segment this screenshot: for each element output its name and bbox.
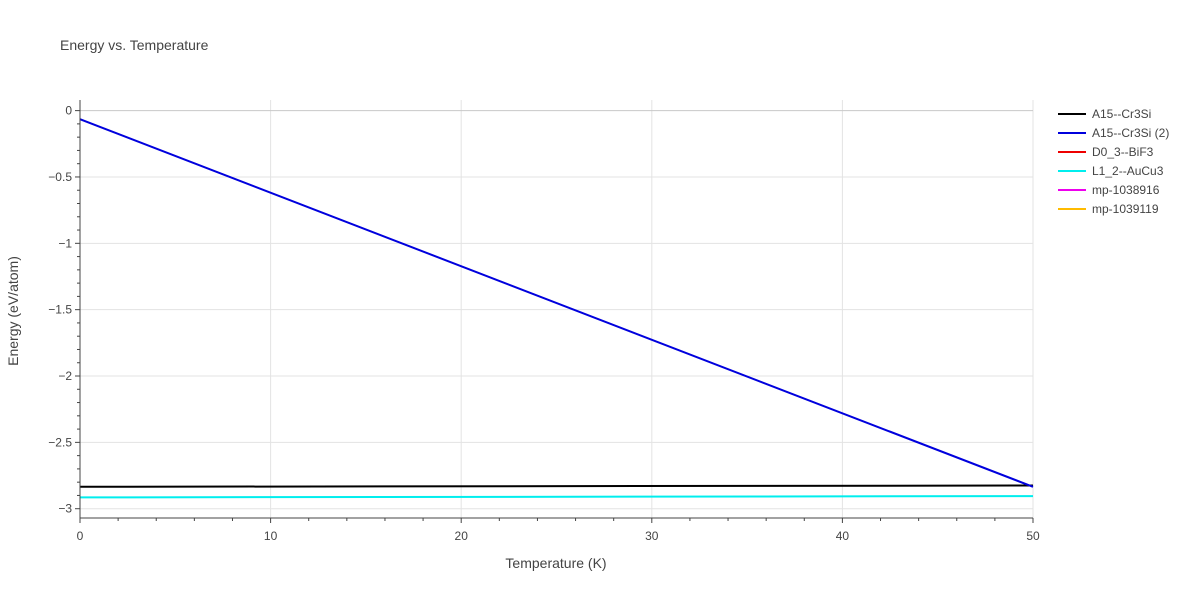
plot-area	[79, 118, 1034, 499]
y-tick-label: −1	[58, 236, 72, 250]
chart-title: Energy vs. Temperature	[60, 37, 209, 53]
legend-label: A15--Cr3Si	[1092, 107, 1151, 121]
y-axis-title: Energy (eV/atom)	[5, 256, 21, 366]
series-line	[79, 495, 1034, 499]
legend-label: D0_3--BiF3	[1092, 145, 1154, 159]
y-tick-label: 0	[65, 104, 72, 118]
x-tick-label: 0	[77, 529, 84, 543]
series-line	[79, 118, 1034, 488]
legend-label: mp-1038916	[1092, 183, 1160, 197]
x-tick-label: 40	[836, 529, 850, 543]
legend-label: A15--Cr3Si (2)	[1092, 126, 1169, 140]
x-tick-label: 50	[1026, 529, 1040, 543]
series-line	[79, 484, 1034, 488]
y-tick-label: −3	[58, 502, 72, 516]
legend: A15--Cr3Si A15--Cr3Si (2) D0_3--BiF3 L1_2--…	[1058, 107, 1169, 216]
y-tick-label: −1.5	[48, 303, 72, 317]
x-tick-label: 30	[645, 529, 659, 543]
grid	[80, 100, 1034, 518]
y-tick-label: −2.5	[48, 435, 72, 449]
legend-label: mp-1039119	[1092, 202, 1159, 216]
x-axis-title: Temperature (K)	[505, 555, 606, 571]
y-tick-label: −0.5	[48, 170, 72, 184]
y-tick-label: −2	[58, 369, 72, 383]
axes: 0 10 20 30 40 50 0 −0.5 −1 −1.5 −2 −2.5 −3	[48, 100, 1040, 543]
x-tick-label: 10	[264, 529, 278, 543]
x-tick-label: 20	[455, 529, 469, 543]
legend-label: L1_2--AuCu3	[1092, 164, 1164, 178]
